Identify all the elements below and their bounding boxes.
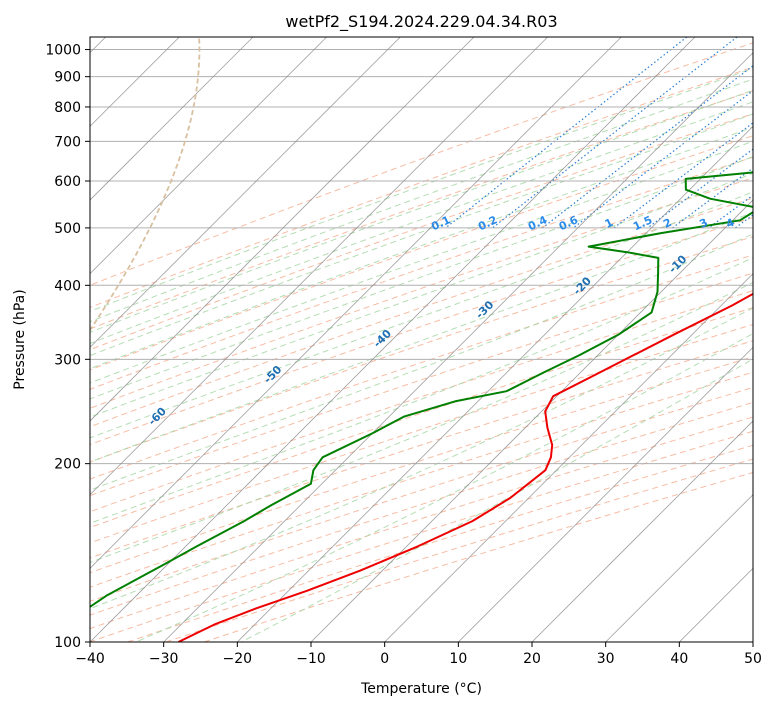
x-tick-label: −10	[296, 651, 326, 667]
moist-adiabat	[90, 211, 753, 463]
isotherm	[605, 494, 753, 642]
x-tick-label: 10	[449, 651, 467, 667]
isotherm	[90, 37, 548, 496]
plot-frame	[89, 36, 754, 643]
y-axis-label: Pressure (hPa)	[12, 289, 28, 389]
isotherm	[531, 420, 753, 642]
y-tick-label: 200	[54, 457, 81, 473]
x-axis-label: Temperature (°C)	[360, 681, 482, 697]
moist-adiabat	[90, 126, 753, 370]
moist-adiabat	[90, 78, 753, 323]
isotherm	[90, 37, 622, 569]
dry-adiabat	[90, 401, 753, 616]
reference-curve	[90, 37, 201, 332]
x-tick-label: 40	[670, 651, 688, 667]
dry-adiabat	[90, 254, 753, 480]
isotherm	[458, 346, 753, 642]
temperature-line	[177, 292, 753, 642]
isotherm	[310, 199, 753, 642]
dry-adiabat	[90, 290, 753, 513]
x-axis: −40 −30 −20 −10 0 10 20 30 40 50	[75, 642, 762, 667]
x-tick-label: −40	[75, 651, 105, 667]
y-tick-label: 400	[54, 278, 81, 294]
y-tick-label: 600	[54, 174, 81, 190]
isotherm	[90, 37, 254, 201]
y-tick-label: 900	[54, 70, 81, 86]
dry-adiabat	[90, 323, 753, 544]
y-tick-label: 300	[54, 352, 81, 368]
isotherm	[237, 125, 753, 642]
dewpoint-line	[90, 171, 753, 608]
x-tick-label: 30	[597, 651, 615, 667]
moist-adiabat	[90, 156, 753, 400]
background-lines	[90, 37, 753, 642]
moist-adiabat	[90, 281, 753, 564]
dry-adiabat	[90, 113, 753, 351]
moist-adiabat	[241, 358, 753, 642]
y-tick-label: 500	[54, 221, 81, 237]
plot-area	[90, 37, 753, 642]
dry-adiabat	[127, 444, 753, 642]
y-tick-label: 1000	[45, 43, 81, 59]
dry-adiabat	[90, 42, 753, 286]
x-tick-label: 0	[380, 651, 389, 667]
dry-adiabat	[203, 471, 753, 642]
moist-adiabat	[90, 89, 753, 333]
isotherm	[163, 52, 753, 642]
dry-adiabat	[90, 66, 753, 308]
isotherm	[90, 37, 696, 642]
profile-series	[90, 171, 753, 642]
isotherm	[90, 37, 327, 275]
dry-adiabat	[90, 371, 753, 588]
x-tick-label: −20	[223, 651, 253, 667]
x-tick-label: 20	[523, 651, 541, 667]
y-tick-label: 700	[54, 134, 81, 150]
x-tick-label: −30	[149, 651, 179, 667]
isotherm	[90, 37, 401, 348]
dry-adiabat	[90, 340, 753, 559]
mixing-ratio-line	[572, 89, 753, 229]
dry-adiabat	[90, 197, 753, 428]
y-tick-label: 800	[54, 100, 81, 116]
dry-adiabat	[90, 156, 753, 390]
moist-adiabat	[90, 233, 753, 491]
x-tick-label: 50	[744, 651, 762, 667]
dry-adiabat	[90, 135, 753, 371]
isotherm	[90, 37, 475, 422]
isotherm	[384, 273, 753, 642]
moist-adiabat	[90, 67, 753, 313]
mixing-ratio-line	[542, 65, 753, 229]
moist-adiabat	[90, 113, 753, 357]
dry-adiabat	[90, 430, 753, 642]
chart-title: wetPf2_S194.2024.229.04.34.R03	[285, 12, 557, 32]
mixing-ratio-line	[672, 167, 753, 229]
dry-adiabat	[90, 236, 753, 463]
moist-adiabat	[135, 333, 753, 642]
moist-adiabat	[90, 172, 753, 418]
moist-adiabat	[90, 257, 753, 524]
y-tick-label: 100	[54, 635, 81, 651]
y-axis: 100 200 300 400 500 600 700 800 900 1000	[45, 43, 90, 651]
